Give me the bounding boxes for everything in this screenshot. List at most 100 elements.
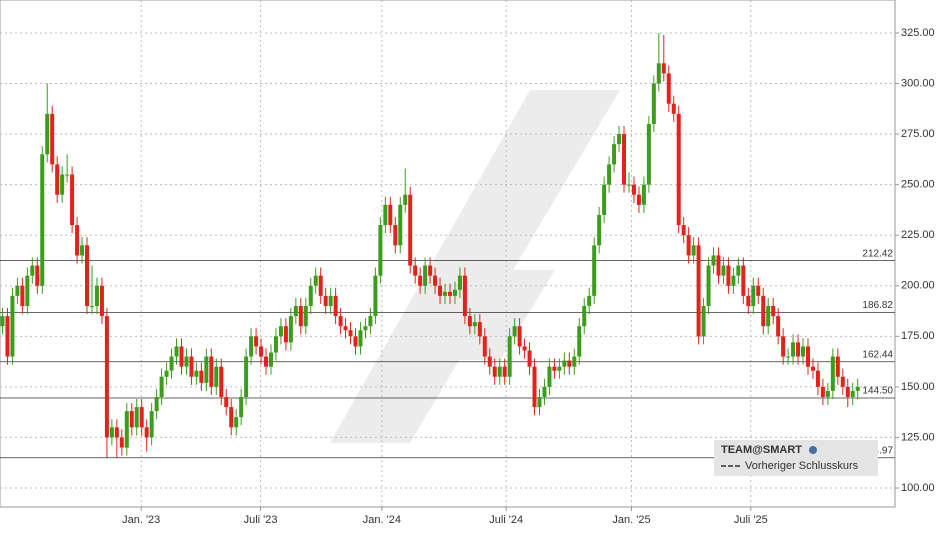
candle-body [761, 295, 766, 327]
candle-body [691, 245, 696, 256]
candle-body [487, 356, 492, 367]
y-tick-label: 175.00 [901, 330, 935, 342]
axes: 100.00 125.00 150.00 175.00 200.00 225.00 250.… [122, 27, 935, 526]
x-tick-label: Juli '23 [244, 514, 278, 526]
candle-body [850, 390, 855, 397]
candle-body [363, 326, 368, 331]
candle-body [825, 390, 830, 397]
candle-body [45, 113, 50, 155]
y-tick-label: 325.00 [901, 27, 935, 39]
candle-body [298, 305, 303, 327]
candle-body [104, 316, 109, 438]
candle-body [438, 285, 443, 296]
y-tick-label: 100.00 [901, 482, 935, 494]
candle-body [771, 305, 776, 317]
legend: TEAM@SMART Vorheriger Schlusskurs [714, 440, 878, 476]
y-tick-label: 125.00 [901, 431, 935, 443]
candle-body [497, 366, 502, 377]
candle-body [259, 346, 264, 357]
candle-body [522, 346, 527, 351]
candle-body [264, 356, 269, 367]
candle-body [651, 83, 656, 124]
candle-body [273, 336, 278, 353]
candle-body [418, 275, 423, 286]
candle-body [189, 356, 194, 377]
candle-body [572, 356, 577, 367]
candle-body [408, 194, 413, 266]
candle-body [60, 174, 65, 195]
candle-body [328, 295, 333, 306]
candle-body [542, 386, 547, 397]
candle-body [597, 214, 602, 246]
candle-body [477, 322, 482, 337]
candle-body [582, 305, 587, 327]
candle-body [447, 291, 452, 296]
candle-body [343, 326, 348, 331]
candle-body [686, 235, 691, 256]
candle-body [164, 370, 169, 377]
candle-body [612, 144, 617, 165]
candle-body [169, 356, 174, 371]
candle-body [89, 305, 94, 307]
candle-body [129, 411, 134, 428]
candle-body [338, 316, 343, 327]
candle-body [85, 245, 90, 306]
candle-body [462, 275, 467, 317]
candle-body [308, 285, 313, 306]
candle-body [388, 204, 393, 226]
candle-body [641, 184, 646, 205]
candle-body [701, 305, 706, 337]
candle-body [567, 360, 572, 367]
candle-body [830, 356, 835, 391]
candle-body [353, 336, 358, 347]
candle-body [801, 346, 806, 357]
candle-body [731, 275, 736, 286]
candle-body [736, 265, 741, 276]
candle-body [15, 285, 20, 296]
candle-body [711, 255, 716, 266]
candle-body [40, 154, 45, 286]
candle-body [184, 356, 189, 367]
candle-body [159, 376, 164, 397]
x-tick-label: Jan. '24 [363, 514, 401, 526]
y-tick-label: 250.00 [901, 179, 935, 191]
candle-body [234, 417, 239, 428]
candle-body [65, 174, 70, 176]
candle-body [537, 396, 542, 408]
candle-body [229, 407, 234, 428]
candle-body [726, 265, 731, 286]
candle-body [741, 265, 746, 296]
candle-body [557, 366, 562, 371]
candle-body [35, 265, 40, 286]
candle-body [452, 289, 457, 296]
candle-body [751, 285, 756, 306]
x-tick-label: Jan. '25 [612, 514, 650, 526]
candle-body [547, 366, 552, 387]
candle-body [433, 275, 438, 286]
candle-body [144, 427, 149, 438]
candle-body [194, 370, 199, 377]
y-tick-label: 200.00 [901, 280, 935, 292]
legend-icon [809, 446, 817, 454]
candle-body [796, 342, 801, 357]
candle-body [288, 316, 293, 343]
candle-body [423, 265, 428, 286]
candle-body [666, 73, 671, 104]
candle-body [244, 356, 249, 397]
candle-body [413, 265, 418, 276]
candle-body [472, 322, 477, 327]
candle-body [70, 174, 75, 226]
candle-body [358, 330, 363, 347]
candle-body [25, 275, 30, 306]
x-tick-label: Juli '25 [734, 514, 768, 526]
candle-body [214, 366, 219, 387]
candle-body [20, 285, 25, 306]
candle-body [676, 113, 681, 226]
level-label: 186.82 [862, 300, 893, 311]
candle-body [756, 285, 761, 296]
candle-body [815, 370, 820, 387]
x-tick-label: Jan. '23 [122, 514, 160, 526]
candle-body [403, 194, 408, 205]
candle-body [716, 255, 721, 276]
